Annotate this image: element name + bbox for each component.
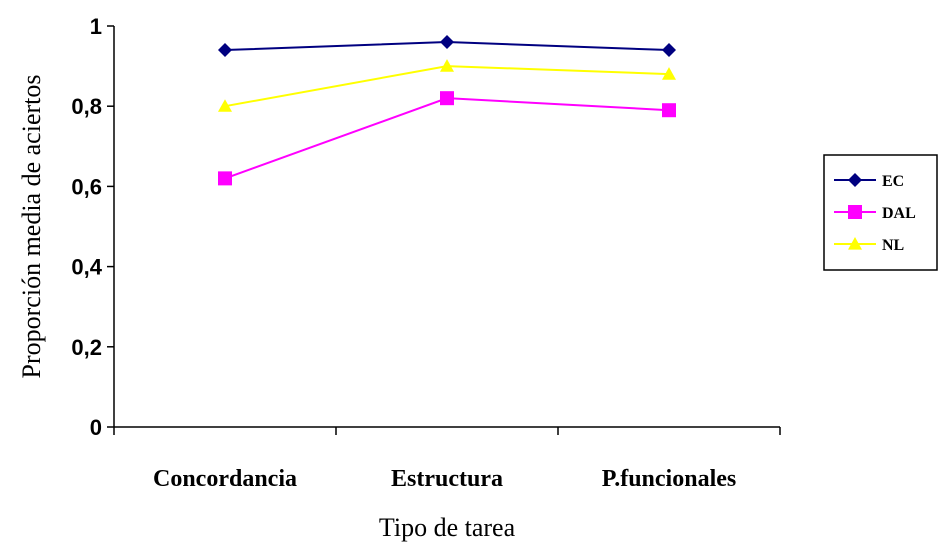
data-point (440, 91, 454, 106)
data-point (218, 99, 232, 112)
data-point (662, 67, 676, 80)
y-tick-label: 0,6 (71, 174, 102, 199)
legend-item: DAL (834, 205, 916, 222)
legend-marker (848, 205, 862, 219)
series-layer (218, 35, 676, 186)
legend-label: NL (882, 237, 904, 254)
series-ec (218, 35, 676, 58)
legend-marker (848, 173, 862, 187)
y-tick-label: 0 (90, 415, 102, 440)
y-tick-label: 0,4 (71, 255, 102, 280)
legend: EC DAL NL (823, 154, 938, 271)
legend-item: EC (834, 173, 904, 190)
series-nl (218, 59, 676, 112)
x-axis-title: Tipo de tarea (379, 513, 516, 542)
legend-label: DAL (882, 205, 916, 222)
data-point (662, 103, 676, 118)
legend-label: EC (882, 173, 904, 190)
data-point (218, 171, 232, 186)
series-line (224, 97, 670, 180)
y-tick-label: 0,2 (71, 335, 102, 360)
x-category-label: Concordancia (153, 466, 297, 492)
legend-item: NL (834, 237, 904, 254)
data-point (662, 43, 676, 58)
x-category-label: Estructura (391, 466, 503, 492)
x-category-label: P.funcionales (602, 466, 736, 492)
y-tick-label: 1 (90, 14, 102, 39)
data-point (440, 59, 454, 72)
legend-marker (848, 237, 862, 250)
data-point (218, 43, 232, 58)
series-dal (218, 91, 676, 186)
data-point (440, 35, 454, 50)
y-axis-title: Proporción media de aciertos (17, 75, 46, 379)
axes: 0 0,2 0,4 0,6 0,8 1 Concordancia Estructura P.fu… (71, 14, 781, 492)
y-tick-label: 0,8 (71, 94, 102, 119)
